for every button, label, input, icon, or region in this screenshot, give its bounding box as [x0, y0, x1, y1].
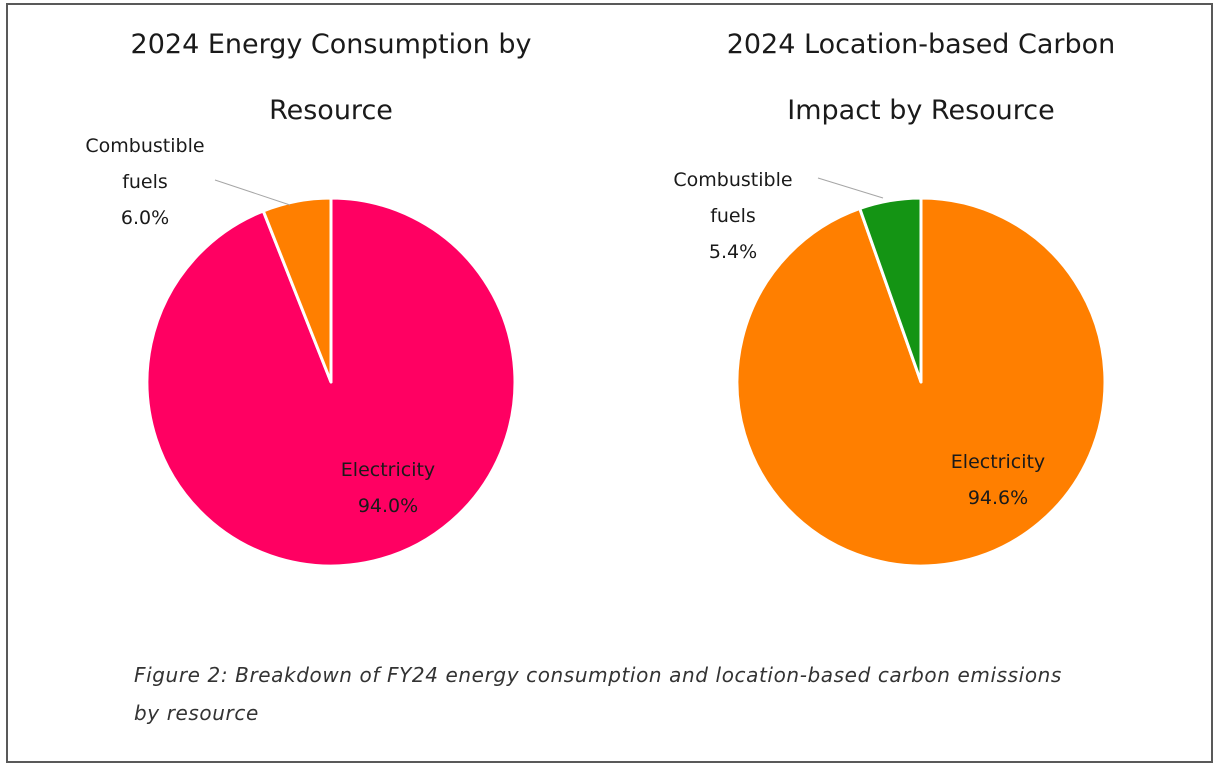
- pie-slice: [858, 196, 923, 384]
- caption: Figure 2: Breakdown of FY24 energy consu…: [134, 663, 1062, 725]
- value-label: 94.0%: [357, 495, 419, 517]
- pie-slice: [261, 196, 333, 384]
- category-label: Electricity: [950, 451, 1046, 473]
- leader-line: [817, 177, 884, 199]
- category-label: Electricity: [340, 459, 436, 481]
- category-label: Combustible fuels: [673, 169, 793, 227]
- leader-line: [214, 179, 291, 206]
- slice-label: Combustible fuels 5.4%: [650, 162, 816, 270]
- value-label: 5.4%: [708, 241, 758, 263]
- slice-label: Electricity 94.6%: [908, 444, 1088, 516]
- slice-label: Electricity 94.0%: [298, 452, 478, 524]
- slice-label: Combustible fuels 6.0%: [60, 128, 230, 236]
- category-label: Combustible fuels: [85, 135, 205, 193]
- chart-title: 2024 Energy Consumption by Resource: [130, 29, 532, 126]
- chart-title: 2024 Location-based Carbon Impact by Res…: [726, 29, 1116, 126]
- value-label: 94.6%: [967, 487, 1029, 509]
- value-label: 6.0%: [120, 207, 170, 229]
